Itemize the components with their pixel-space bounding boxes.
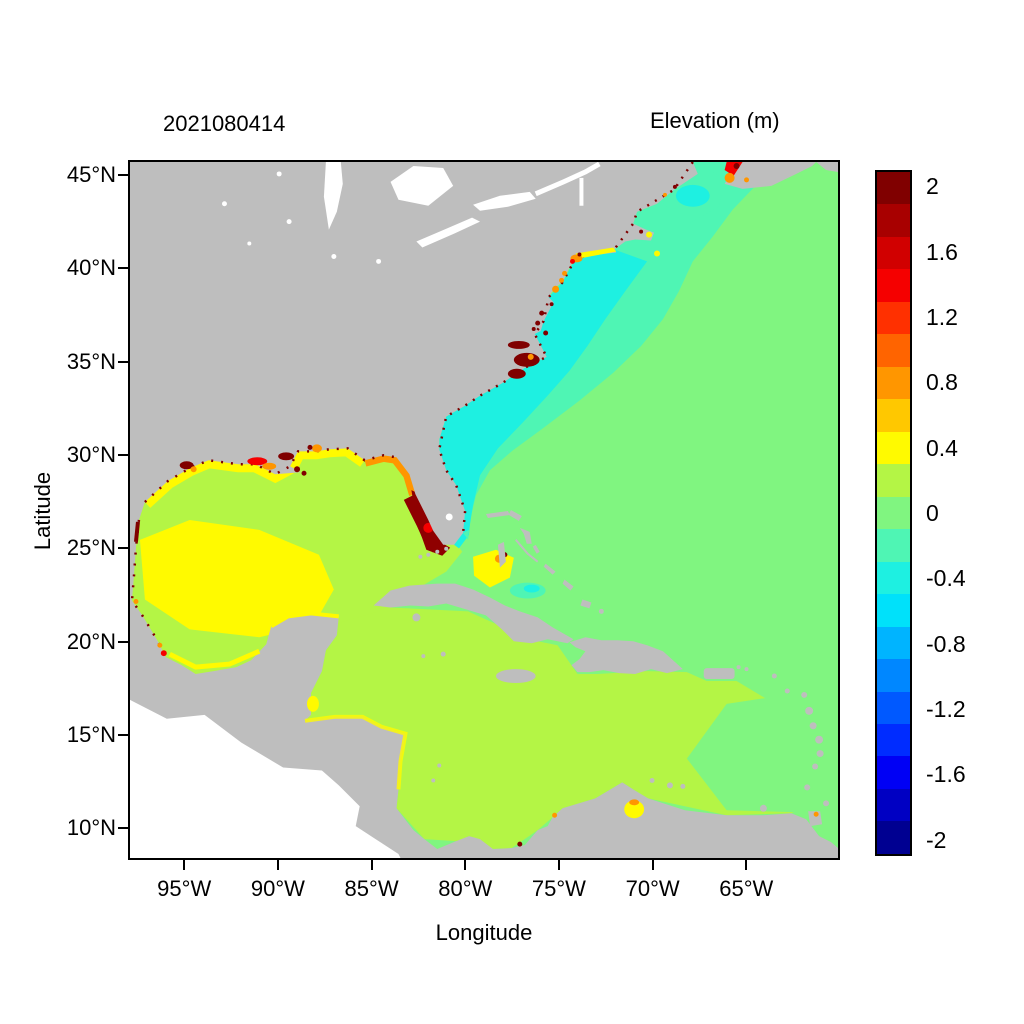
colorbar-block — [877, 561, 910, 595]
colorbar-tick-label: 1.6 — [926, 238, 958, 265]
y-tick-label: 30°N — [66, 441, 116, 467]
colorbar-block — [877, 821, 910, 854]
x-tick-mark — [651, 860, 654, 870]
y-tick-label: 35°N — [66, 348, 116, 374]
colorbar-tick-label: -1.6 — [926, 761, 966, 788]
colorbar-block — [877, 269, 910, 302]
elevation-map — [130, 162, 838, 858]
y-tick-label: 25°N — [66, 535, 116, 561]
y-tick-label: 15°N — [66, 721, 116, 747]
islands-antilles-and-caribbean — [421, 651, 830, 827]
colorbar-tick-label: -1.2 — [926, 696, 966, 722]
colorbar-block — [877, 659, 910, 692]
y-tick-mark — [118, 547, 128, 550]
pacific-no-data — [130, 699, 401, 858]
colorbar-labels: 2 1.6 1.2 0.8 0.4 0 -0.4 -0.8 -1.2 -1.6 -2 — [926, 170, 1006, 856]
y-tick-label: 20°N — [66, 628, 116, 654]
date-stamp-title: 2021080414 — [163, 111, 286, 136]
x-tick-mark — [464, 860, 467, 870]
colorbar-block — [877, 529, 910, 562]
x-tick-label: 80°W — [438, 876, 493, 901]
x-tick-mark — [183, 860, 186, 870]
florida-keys — [418, 546, 449, 559]
coastal-hotspots — [130, 162, 819, 847]
colorbar-tick-label: -0.4 — [926, 565, 966, 592]
x-tick-mark — [276, 860, 279, 870]
colorbar-block — [877, 723, 910, 757]
y-tick-label: 45°N — [66, 161, 116, 187]
y-tick-mark — [118, 267, 128, 270]
islands-bahamas — [485, 510, 604, 614]
colorbar-block — [877, 236, 910, 270]
x-tick-mark — [745, 860, 748, 870]
colorbar-block — [877, 691, 910, 724]
colorbar-block — [877, 366, 910, 400]
x-tick-mark — [557, 860, 560, 870]
x-tick-label: 95°W — [157, 876, 212, 901]
x-tick-label: 65°W — [719, 876, 774, 901]
colorbar-tick-label: -0.8 — [926, 630, 966, 657]
y-tick-mark — [118, 453, 128, 456]
colorbar-block — [877, 204, 910, 237]
colorbar — [875, 170, 912, 856]
x-axis-title: Longitude — [435, 920, 533, 945]
great-lakes — [221, 162, 601, 521]
y-tick-mark — [118, 827, 128, 830]
y-tick-mark — [118, 640, 128, 643]
colorbar-block — [877, 399, 910, 432]
colorbar-tick-label: -2 — [926, 826, 947, 853]
gulf-yellow-patch — [139, 519, 334, 638]
x-tick-label: 70°W — [625, 876, 680, 901]
colorbar-tick-label: 1.2 — [926, 304, 958, 330]
colorbar-block — [877, 496, 910, 530]
y-tick-mark — [118, 733, 128, 736]
colorbar-tick-label: 2 — [926, 173, 939, 200]
colorbar-block — [877, 464, 910, 497]
island-cuba — [373, 583, 574, 644]
colorbar-tick-label: 0 — [926, 500, 939, 526]
colorbar-block — [877, 431, 910, 465]
x-tick-label: 75°W — [531, 876, 586, 901]
x-tick-label: 90°W — [250, 876, 305, 901]
colorbar-block — [877, 788, 910, 822]
caribbean-sea-surface — [305, 605, 833, 850]
colorbar-block — [877, 172, 910, 205]
land-americas — [130, 162, 838, 858]
colorbar-tick-label: 0.4 — [926, 434, 958, 461]
y-tick-mark — [118, 173, 128, 176]
colorbar-block — [877, 334, 910, 367]
colorbar-title: Elevation (m) — [650, 108, 780, 133]
colorbar-block — [877, 626, 910, 660]
colorbar-block — [877, 301, 910, 335]
y-tick-label: 40°N — [66, 255, 116, 281]
colorbar-block — [877, 756, 910, 789]
gulf-stream-bands — [439, 162, 777, 540]
island-hispaniola — [569, 637, 683, 675]
island-puerto-rico — [703, 668, 735, 680]
colorbar-tick-label: 0.8 — [926, 369, 958, 396]
colorbar-block — [877, 594, 910, 627]
y-tick-label: 10°N — [66, 815, 116, 841]
y-tick-mark — [118, 360, 128, 363]
eastern-caribbean-green — [686, 688, 833, 814]
map-plot-area — [128, 160, 840, 860]
x-tick-label: 85°W — [344, 876, 399, 901]
x-tick-mark — [370, 860, 373, 870]
island-jamaica — [495, 669, 536, 684]
